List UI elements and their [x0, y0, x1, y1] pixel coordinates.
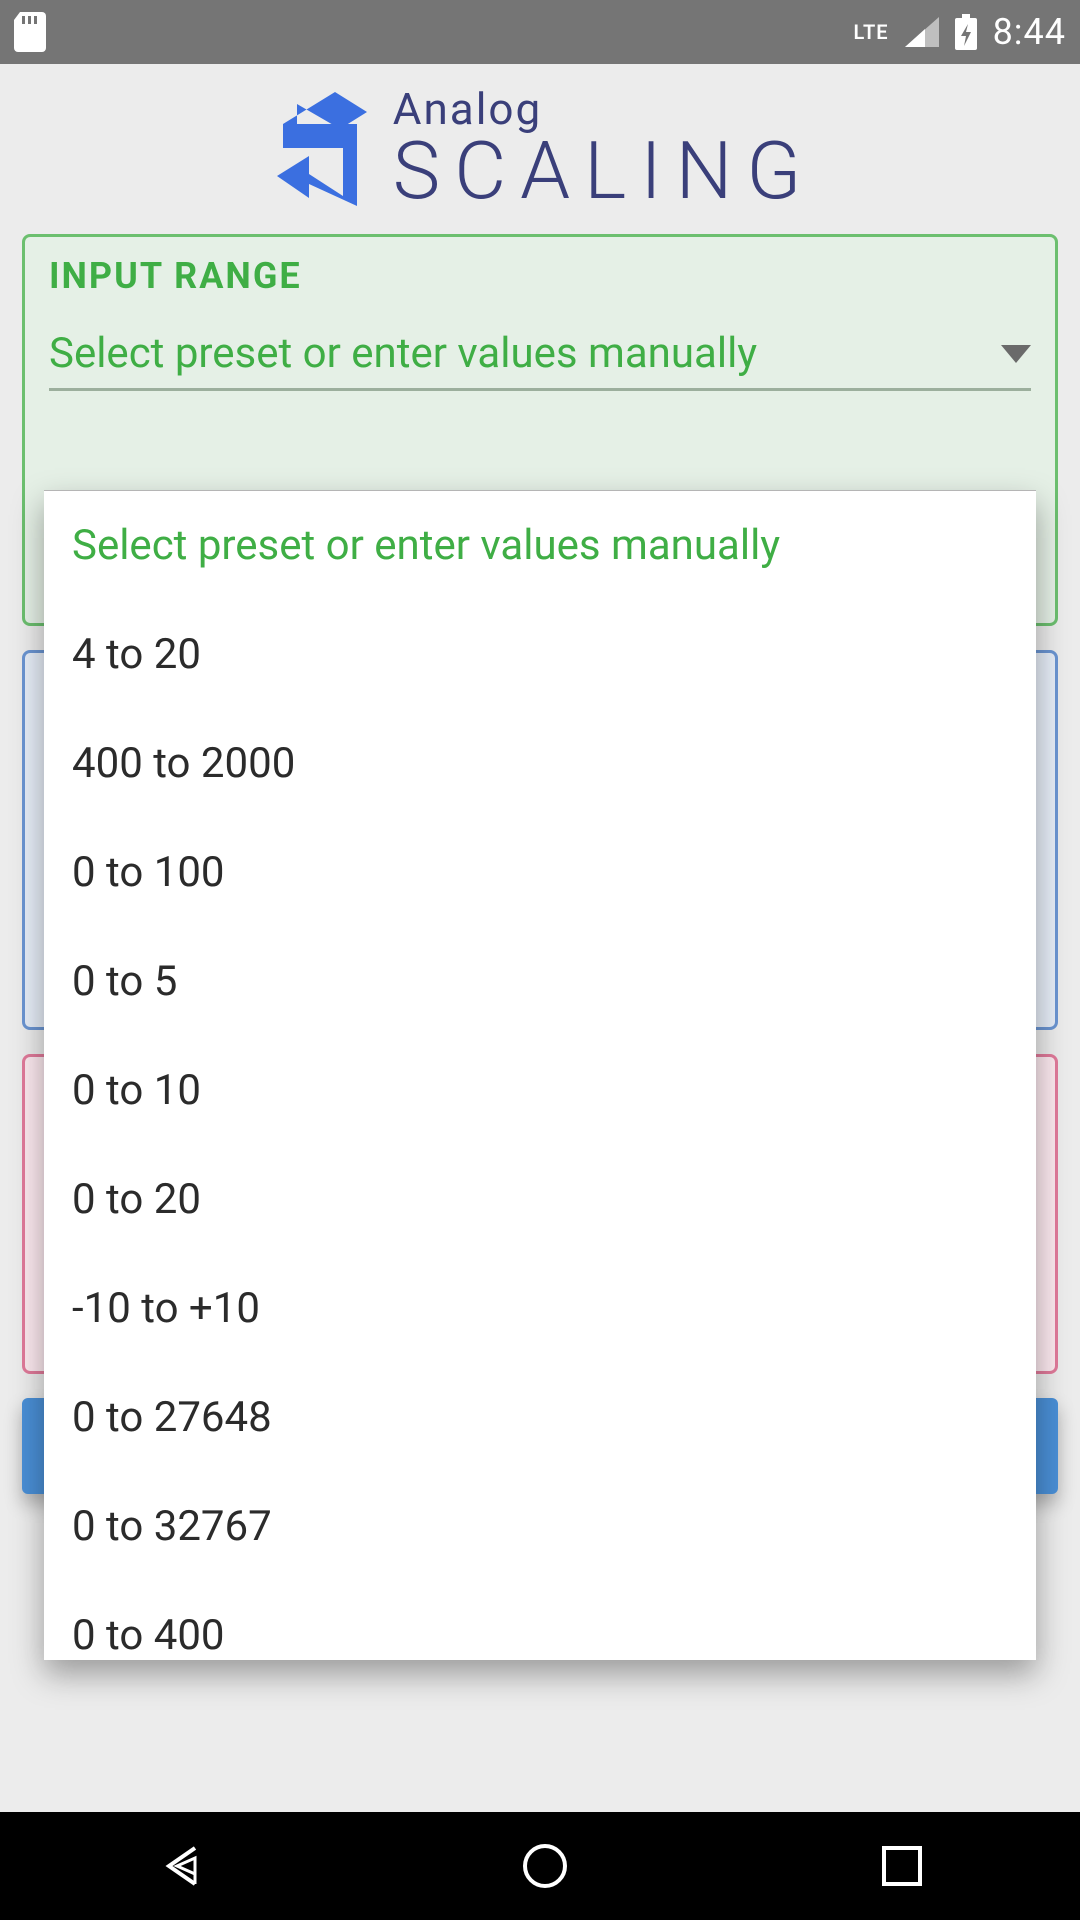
input-range-select-value: Select preset or enter values manually: [49, 329, 757, 378]
input-range-select[interactable]: Select preset or enter values manually: [49, 329, 1031, 391]
device-screen: LTE 8:44 Analog SCALING IN: [0, 0, 1080, 1920]
dropdown-option[interactable]: -10 to +10: [44, 1254, 1036, 1363]
chevron-down-icon: [1001, 345, 1031, 363]
app-logo-icon: [265, 84, 375, 214]
status-bar: LTE 8:44: [0, 0, 1080, 64]
navigation-bar: [0, 1812, 1080, 1920]
app-logo-text: Analog SCALING: [393, 87, 815, 211]
back-icon[interactable]: [155, 1838, 211, 1894]
app-logo: Analog SCALING: [22, 74, 1058, 224]
network-type-label: LTE: [854, 20, 889, 44]
dropdown-option[interactable]: 0 to 400: [44, 1581, 1036, 1660]
home-icon[interactable]: [520, 1841, 570, 1891]
dropdown-option[interactable]: 0 to 100: [44, 818, 1036, 927]
dropdown-option[interactable]: 0 to 32767: [44, 1472, 1036, 1581]
clock-label: 8:44: [993, 11, 1066, 53]
dropdown-option[interactable]: Select preset or enter values manually: [44, 491, 1036, 600]
dropdown-option[interactable]: 0 to 5: [44, 927, 1036, 1036]
preset-dropdown[interactable]: Select preset or enter values manually4 …: [44, 490, 1036, 1660]
recent-apps-icon[interactable]: [879, 1843, 925, 1889]
dropdown-option[interactable]: 4 to 20: [44, 600, 1036, 709]
app-content: Analog SCALING INPUT RANGE Select preset…: [0, 64, 1080, 1812]
sd-card-icon: [14, 12, 48, 52]
dropdown-option[interactable]: 400 to 2000: [44, 709, 1036, 818]
app-logo-text-bottom: SCALING: [393, 131, 815, 211]
input-range-title: INPUT RANGE: [49, 255, 1031, 297]
dropdown-option[interactable]: 0 to 20: [44, 1145, 1036, 1254]
dropdown-option[interactable]: 0 to 27648: [44, 1363, 1036, 1472]
dropdown-option[interactable]: 0 to 10: [44, 1036, 1036, 1145]
signal-icon: [905, 17, 939, 47]
battery-charging-icon: [955, 14, 977, 50]
